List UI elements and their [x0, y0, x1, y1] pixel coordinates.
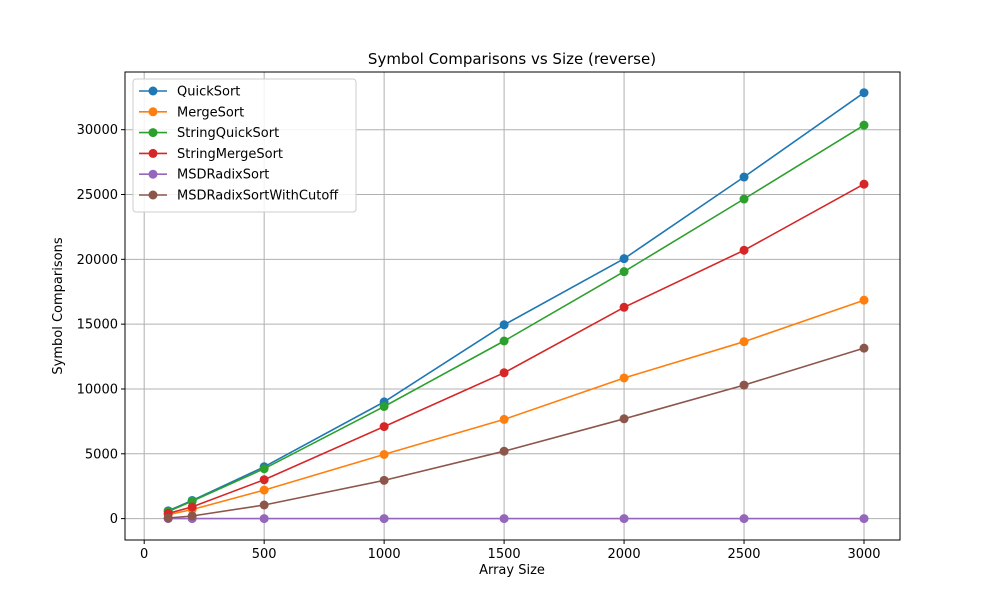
data-point	[379, 422, 389, 432]
series-layer	[163, 88, 869, 524]
data-point	[163, 513, 173, 523]
x-tick-label: 3000	[847, 547, 880, 562]
data-point	[739, 380, 749, 390]
legend-label: StringQuickSort	[177, 126, 279, 141]
data-point	[499, 336, 509, 346]
legend-box	[132, 78, 357, 213]
x-tick-label: 1000	[368, 547, 401, 562]
series-stringmergesort	[163, 179, 869, 518]
data-point	[499, 414, 509, 424]
plot-frame	[124, 71, 901, 541]
chart-title: Symbol Comparisons vs Size (reverse)	[368, 50, 656, 68]
x-tick-label: 2000	[608, 547, 641, 562]
legend-marker	[148, 190, 158, 200]
legend-item: MSDRadixSortWithCutoff	[139, 189, 339, 204]
y-tick-label: 15000	[77, 318, 118, 333]
legend-label: QuickSort	[177, 85, 240, 100]
data-point	[379, 449, 389, 459]
y-tick-label: 20000	[77, 253, 118, 268]
data-point	[259, 464, 269, 474]
x-tick-label: 0	[140, 547, 148, 562]
legend-marker	[148, 107, 158, 117]
legend-label: MSDRadixSortWithCutoff	[177, 189, 339, 204]
data-point	[379, 475, 389, 485]
x-tick-label: 2500	[727, 547, 760, 562]
legend-marker	[148, 148, 158, 158]
legend-item: MSDRadixSort	[139, 168, 269, 183]
series-line	[168, 299, 865, 516]
legend-label: StringMergeSort	[177, 147, 283, 162]
data-point	[499, 446, 509, 456]
data-point	[619, 302, 629, 312]
data-point	[259, 514, 269, 524]
y-tick-label: 25000	[77, 188, 118, 203]
data-point	[739, 194, 749, 204]
y-axis-title: Symbol Comparisons	[51, 237, 66, 374]
y-tick-label: 30000	[77, 123, 118, 138]
data-point	[859, 88, 869, 98]
y-axis-ticks: 0 5000 10000 15000 20000 25000 30000	[77, 123, 125, 527]
data-point	[619, 267, 629, 277]
y-tick-label: 0	[110, 512, 118, 527]
data-point	[259, 500, 269, 510]
data-point	[739, 245, 749, 255]
data-point	[619, 514, 629, 524]
data-point	[259, 485, 269, 495]
data-point	[499, 368, 509, 378]
data-point	[859, 343, 869, 353]
legend: QuickSort MergeSort StringQuickSort StringM…	[132, 78, 357, 213]
legend-marker	[148, 86, 158, 96]
data-point	[379, 401, 389, 411]
data-point	[619, 414, 629, 424]
data-point	[859, 179, 869, 189]
data-point	[379, 514, 389, 524]
x-tick-label: 1500	[488, 547, 521, 562]
data-point	[259, 475, 269, 485]
legend-item: StringMergeSort	[139, 147, 283, 162]
data-point	[859, 295, 869, 305]
legend-item: StringQuickSort	[139, 126, 279, 141]
data-point	[187, 511, 197, 521]
series-line	[167, 124, 865, 513]
x-axis-ticks: 0 500 1000 1500 2000 2500 3000	[140, 540, 881, 562]
data-point	[739, 514, 749, 524]
data-point	[499, 320, 509, 330]
series-line	[167, 183, 865, 515]
series-line	[168, 347, 865, 519]
data-point	[619, 373, 629, 383]
data-point	[619, 254, 629, 264]
series-msdradixsortwithcutoff	[163, 343, 869, 523]
legend-item: MergeSort	[139, 105, 244, 120]
x-axis-title: Array Size	[479, 563, 545, 578]
legend-marker	[148, 128, 158, 138]
data-point	[859, 514, 869, 524]
legend-item: QuickSort	[139, 85, 240, 100]
data-point	[499, 514, 509, 524]
data-point	[859, 120, 869, 130]
legend-label: MergeSort	[177, 105, 244, 120]
legend-marker	[148, 169, 158, 179]
y-tick-label: 5000	[85, 447, 118, 462]
y-tick-label: 10000	[77, 382, 118, 397]
data-point	[739, 172, 749, 182]
legend-label: MSDRadixSort	[177, 168, 269, 183]
data-point	[187, 502, 197, 512]
data-point	[739, 337, 749, 347]
x-tick-label: 500	[252, 547, 277, 562]
